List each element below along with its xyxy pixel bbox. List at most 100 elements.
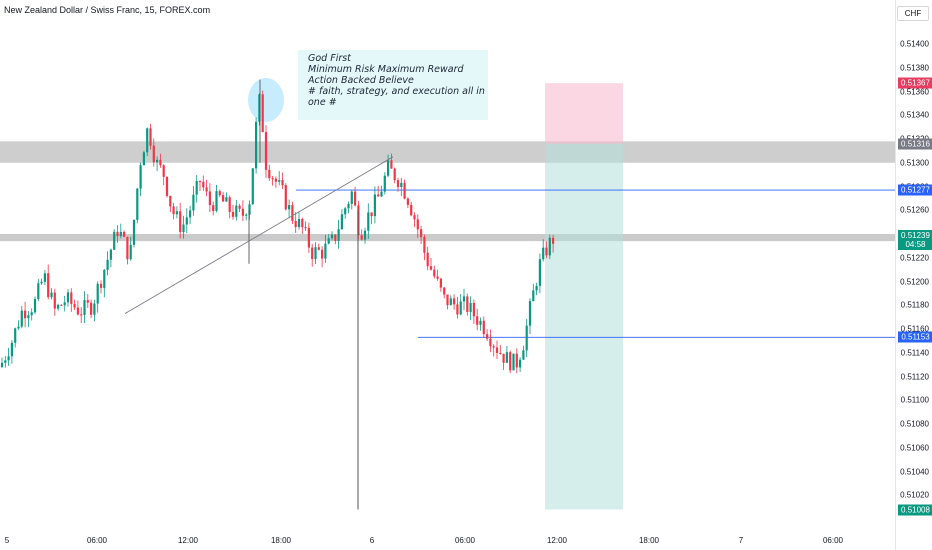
candle [413,212,416,228]
price-tick: 0.51360 [900,87,929,96]
candle [377,185,380,197]
price-label: 0.51277 [898,184,932,196]
candle [96,281,99,313]
annotation-line: God First [308,53,351,64]
candle [321,246,324,268]
price-label-value: 0.51008 [901,505,930,514]
candle [400,177,403,196]
resistance-zone[interactable] [0,141,895,163]
candle [482,316,485,338]
chart-area[interactable]: New Zealand Dollar / Swiss Franc, 15, FO… [0,0,895,550]
time-tick: 06:00 [822,536,844,545]
candle [60,304,63,306]
candle [14,327,17,348]
candle [195,175,198,203]
candle [251,168,254,205]
candle [370,212,373,225]
candle [354,186,357,207]
candle [433,265,436,279]
candle [436,269,439,281]
candle [106,251,109,276]
candle [149,123,152,150]
symbol-title: New Zealand Dollar / Swiss Franc, 15, FO… [4,5,211,15]
candle [33,296,37,314]
candle [90,299,93,319]
candle [311,243,314,267]
candle [99,280,103,294]
candle [512,353,515,371]
price-tick: 0.51260 [900,205,929,215]
candle [535,282,538,296]
candle [185,208,188,233]
candle [0,357,4,369]
price-chart[interactable] [0,0,895,550]
time-tick: 18:00 [270,536,292,545]
price-tick: 0.51180 [900,300,929,310]
candle [17,320,20,330]
candle [337,219,340,249]
candle [479,317,482,331]
candle [439,277,442,292]
candle [248,200,251,220]
candle [466,293,469,316]
text-annotation[interactable]: God First Minimum Risk Maximum Reward Ac… [298,50,488,120]
candle [37,279,40,302]
currency-button[interactable]: CHF [897,6,929,21]
take-profit-zone[interactable] [545,143,623,510]
candle [429,257,433,271]
candle [459,294,462,316]
candle [314,242,317,264]
candle [383,172,386,195]
candle [261,90,264,133]
price-axis[interactable]: 0.514000.513800.513600.513400.513200.513… [895,0,932,550]
candle [83,291,86,324]
candle [423,234,426,261]
trendline[interactable] [124,156,394,314]
candle [344,206,347,219]
candle [27,311,30,328]
candle [380,185,383,198]
candle [7,347,10,366]
candle [231,204,235,220]
candle [324,234,327,263]
candle [492,343,495,357]
candle [215,184,218,213]
candle [152,138,155,167]
candle [136,188,139,224]
candle [268,164,271,181]
candle [218,189,221,198]
candle [288,199,291,219]
support-zone[interactable] [0,234,895,242]
candle [30,308,33,321]
candle [406,197,409,209]
candle [390,153,393,169]
candle [294,212,297,233]
candle [76,300,79,316]
candle [307,222,310,253]
candle [410,201,413,217]
candle [548,234,551,260]
highlight-ellipse[interactable] [248,78,284,122]
candle [416,214,419,238]
price-tick: 0.51380 [900,63,929,73]
candle [420,225,423,245]
candle [165,176,169,198]
candle [528,298,532,335]
candle [274,176,277,188]
candle [281,172,284,190]
candle [198,180,202,191]
candle [20,306,23,329]
candle [192,186,195,216]
stop-loss-zone[interactable] [545,83,623,144]
price-tick: 0.51200 [900,277,929,286]
price-label: 0.51008 [898,504,932,515]
candle [24,301,27,328]
annotation-text: God First Minimum Risk Maximum Reward Ac… [308,53,486,108]
candle [347,201,350,214]
candle [116,225,119,243]
candle [169,195,172,213]
time-tick: 12:00 [546,536,568,545]
candle [350,189,353,210]
candle [327,234,330,245]
price-tick: 0.51140 [900,348,929,358]
